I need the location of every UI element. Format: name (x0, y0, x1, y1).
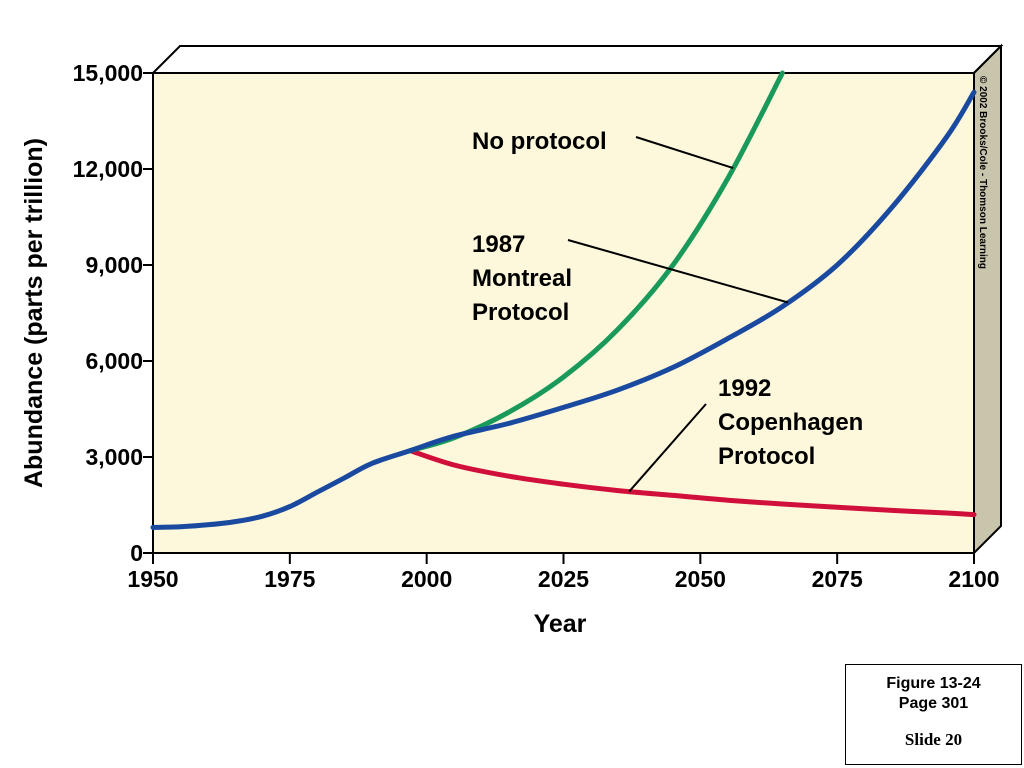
credit-text: © 2002 Brooks/Cole - Thomson Learning (977, 76, 988, 269)
figure-caption-box: Figure 13-24 Page 301 Slide 20 (845, 664, 1022, 765)
annotation-leader-line (635, 136, 734, 169)
slide-number: Slide 20 (904, 730, 963, 749)
annotation-no-protocol: No protocol (472, 128, 607, 155)
x-axis-title: Year (534, 610, 587, 638)
series-layer (150, 70, 977, 530)
annotation-copenhagen-protocol: 1992 Copenhagen Protocol (718, 375, 863, 470)
annotation-leader-line (628, 403, 707, 493)
x-tick-label: 2025 (538, 566, 589, 592)
x-tick-label: 1975 (264, 566, 315, 592)
y-tick-label: 9,000 (85, 252, 143, 278)
box-top-face (150, 45, 1004, 74)
x-tick-label: 2000 (401, 566, 452, 592)
y-tick-label: 6,000 (85, 348, 143, 374)
y-axis-title: Abundance (parts per trillion) (20, 138, 48, 488)
series-line-montreal-protocol (150, 89, 977, 530)
x-tick-label: 2100 (948, 566, 999, 592)
x-tick-label: 2050 (675, 566, 726, 592)
figure-number: Figure 13-24 (886, 675, 981, 692)
annotation-montreal-protocol: 1987 Montreal Protocol (472, 231, 572, 326)
y-tick-label: 15,000 (73, 60, 143, 86)
annotations: No protocol 1987 Montreal Protocol 1992 Copen… (472, 128, 863, 493)
annotation-leader-line (567, 239, 789, 304)
plot-area (152, 72, 975, 554)
x-tick-label: 1950 (127, 566, 178, 592)
y-tick-label: 0 (130, 540, 143, 566)
y-tick-label: 3,000 (85, 444, 143, 470)
axes: 1950 1975 2000 2025 2050 2075 2100 0 3,000 6,000 9… (73, 60, 1000, 592)
y-tick-label: 12,000 (73, 156, 143, 182)
series-line-copenhagen-protocol (407, 448, 977, 518)
page-number: Page 301 (898, 695, 969, 712)
x-tick-label: 2075 (812, 566, 863, 592)
